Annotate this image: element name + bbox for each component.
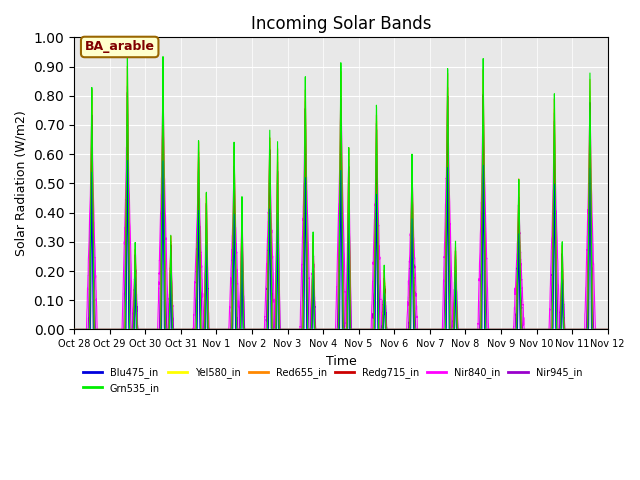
Yel580_in — [431, 326, 438, 332]
Grn535_in — [431, 326, 438, 332]
Nir945_in — [431, 326, 438, 332]
Redg715_in — [70, 326, 78, 332]
Red655_in — [159, 60, 167, 66]
Yel580_in — [604, 326, 611, 332]
Red655_in — [321, 326, 329, 332]
Blu475_in — [166, 313, 174, 319]
Nir840_in — [461, 326, 468, 332]
Grn535_in — [166, 279, 174, 285]
Blu475_in — [124, 157, 131, 163]
Redg715_in — [159, 84, 167, 90]
Blu475_in — [321, 326, 329, 332]
Redg715_in — [604, 326, 612, 332]
Yel580_in — [604, 326, 612, 332]
Red655_in — [491, 326, 499, 332]
Nir840_in — [604, 326, 611, 332]
Yel580_in — [70, 326, 78, 332]
Yel580_in — [321, 326, 329, 332]
Blu475_in — [431, 326, 438, 332]
Line: Yel580_in: Yel580_in — [74, 76, 608, 329]
Nir945_in — [166, 276, 174, 282]
Nir840_in — [431, 326, 438, 332]
Y-axis label: Solar Radiation (W/m2): Solar Radiation (W/m2) — [15, 110, 28, 256]
Grn535_in — [604, 326, 611, 332]
Nir840_in — [70, 326, 78, 332]
Nir945_in — [70, 326, 78, 332]
Nir840_in — [321, 326, 329, 332]
Nir945_in — [604, 326, 612, 332]
Yel580_in — [491, 326, 499, 332]
Line: Nir840_in: Nir840_in — [74, 84, 608, 329]
Red655_in — [166, 284, 174, 290]
Nir945_in — [491, 326, 499, 332]
Yel580_in — [159, 73, 167, 79]
Grn535_in — [461, 326, 468, 332]
Grn535_in — [491, 326, 499, 332]
Red655_in — [461, 326, 468, 332]
Line: Nir945_in: Nir945_in — [74, 131, 608, 329]
Red655_in — [604, 326, 612, 332]
Line: Grn535_in: Grn535_in — [74, 56, 608, 329]
Nir840_in — [166, 265, 174, 271]
Redg715_in — [461, 326, 468, 332]
Blu475_in — [461, 326, 468, 332]
Grn535_in — [321, 326, 329, 332]
Redg715_in — [604, 326, 611, 332]
Nir945_in — [604, 326, 611, 332]
Redg715_in — [491, 326, 499, 332]
Blu475_in — [70, 326, 78, 332]
Line: Blu475_in: Blu475_in — [74, 160, 608, 329]
Nir840_in — [604, 326, 612, 332]
Nir840_in — [491, 326, 499, 332]
Red655_in — [431, 326, 438, 332]
Yel580_in — [166, 280, 174, 286]
Line: Red655_in: Red655_in — [74, 63, 608, 329]
Redg715_in — [321, 326, 329, 332]
Nir945_in — [321, 326, 329, 332]
Title: Incoming Solar Bands: Incoming Solar Bands — [251, 15, 431, 33]
Nir840_in — [159, 81, 167, 86]
Text: BA_arable: BA_arable — [84, 40, 155, 53]
Red655_in — [604, 326, 611, 332]
Yel580_in — [461, 326, 468, 332]
Redg715_in — [431, 326, 438, 332]
Blu475_in — [604, 326, 611, 332]
Blu475_in — [604, 326, 612, 332]
Line: Redg715_in: Redg715_in — [74, 87, 608, 329]
Blu475_in — [491, 326, 499, 332]
Grn535_in — [70, 326, 78, 332]
Red655_in — [70, 326, 78, 332]
Nir945_in — [159, 128, 167, 133]
X-axis label: Time: Time — [326, 355, 356, 368]
Nir945_in — [461, 326, 468, 332]
Grn535_in — [604, 326, 612, 332]
Grn535_in — [124, 53, 131, 59]
Legend: Blu475_in, Grn535_in, Yel580_in, Red655_in, Redg715_in, Nir840_in, Nir945_in: Blu475_in, Grn535_in, Yel580_in, Red655_… — [79, 363, 586, 397]
Redg715_in — [166, 285, 174, 290]
